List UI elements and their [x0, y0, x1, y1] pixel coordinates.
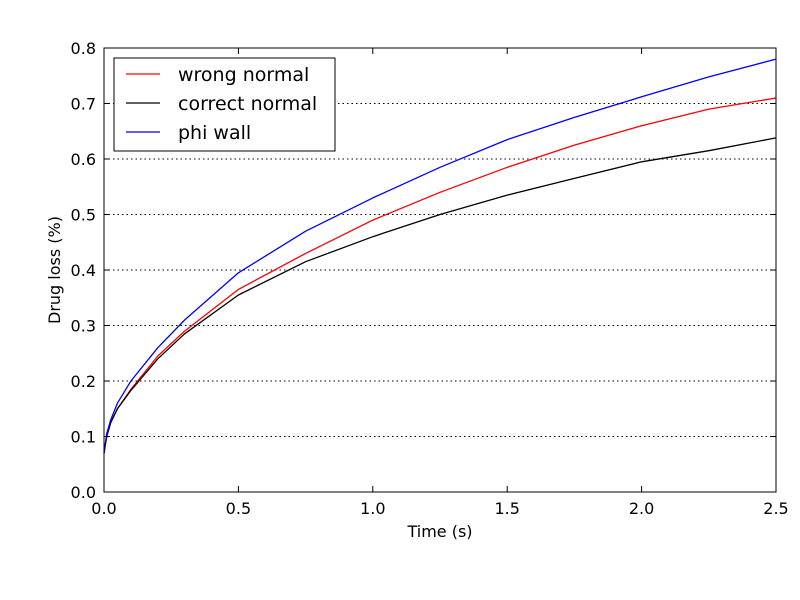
y-tick-label: 0.8 — [71, 39, 96, 58]
series-lines — [103, 58, 777, 454]
legend-label: wrong normal — [178, 64, 309, 86]
axis-ticks: 0.0 0.1 0.2 0.3 0.4 0.5 0.6 0.7 0.8 0.0 0.5 1.0 1.5 2… — [71, 39, 789, 518]
x-tick-label: 1.0 — [360, 499, 385, 518]
y-tick-label: 0.0 — [71, 483, 96, 502]
y-tick-label: 0.5 — [71, 206, 96, 225]
x-axis-label: Time (s) — [406, 522, 472, 541]
x-tick-label: 0.5 — [226, 499, 251, 518]
legend-label: phi wall — [178, 122, 251, 144]
y-tick-label: 0.4 — [71, 261, 96, 280]
x-tick-label: 0.0 — [91, 499, 116, 518]
x-tick-label: 2.0 — [629, 499, 654, 518]
y-tick-label: 0.1 — [71, 428, 96, 447]
legend-label: correct normal — [178, 93, 317, 115]
y-tick-label: 0.7 — [71, 95, 96, 114]
y-tick-label: 0.6 — [71, 150, 96, 169]
legend: wrong normal correct normal phi wall — [113, 57, 336, 152]
x-tick-label: 2.5 — [763, 499, 788, 518]
y-tick-label: 0.2 — [71, 372, 96, 391]
series-line-phi-wall — [103, 58, 777, 454]
series-line-correct-normal — [103, 137, 777, 454]
x-tick-label: 1.5 — [494, 499, 519, 518]
y-tick-label: 0.3 — [71, 317, 96, 336]
y-axis-label: Drug loss (%) — [45, 216, 64, 324]
